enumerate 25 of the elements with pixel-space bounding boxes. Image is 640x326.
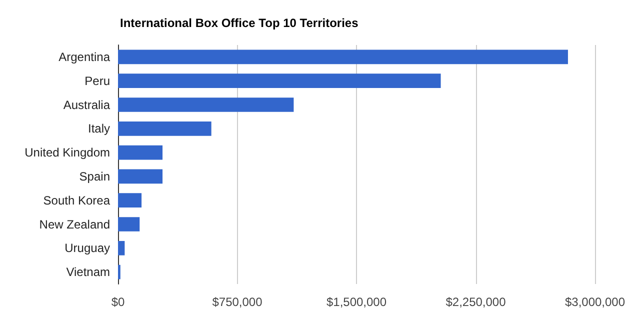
bar [118, 240, 125, 256]
y-tick-label: Australia [63, 98, 110, 112]
bar [118, 169, 163, 184]
chart-title: International Box Office Top 10 Territories [120, 16, 359, 30]
bar [118, 217, 140, 232]
bar [118, 193, 142, 208]
bar [118, 74, 441, 88]
bar [118, 121, 212, 136]
x-tick-label: $0 [111, 295, 125, 309]
x-tick-label: $750,000 [212, 295, 263, 309]
y-tick-label: Vietnam [66, 265, 110, 280]
bar [118, 145, 163, 160]
bar [118, 50, 568, 64]
x-tick-label: $3,000,000 [564, 295, 626, 309]
y-tick-label: Spain [79, 169, 110, 184]
x-tick-label: $2,250,000 [446, 295, 506, 309]
y-tick-label: Italy [88, 122, 110, 136]
bar [118, 98, 294, 112]
y-tick-label: United Kingdom [24, 146, 110, 160]
y-tick-label: Uruguay [64, 241, 110, 256]
y-tick-label: Peru [84, 74, 110, 88]
y-tick-label: Argentina [58, 50, 110, 64]
y-tick-label: South Korea [43, 193, 110, 208]
x-tick-label: $1,500,000 [326, 295, 387, 309]
y-tick-label: New Zealand [39, 217, 110, 232]
